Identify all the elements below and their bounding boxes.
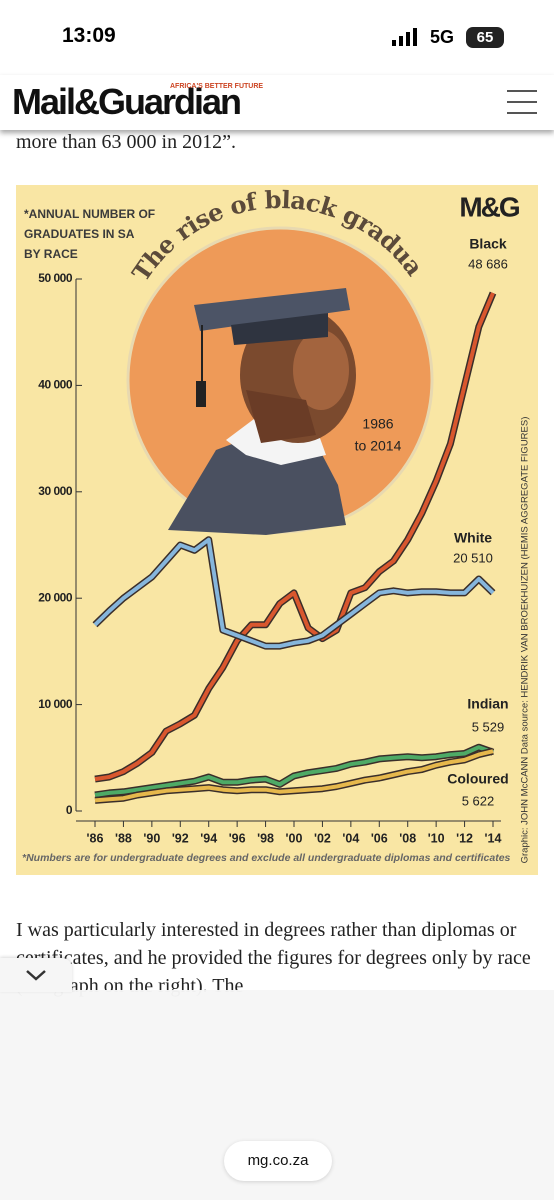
signal-icon: [392, 28, 417, 46]
legend-label: Coloured: [447, 771, 508, 787]
chart: The rise of black graduates M&G *ANNUAL …: [16, 185, 538, 875]
x-tick-label: '08: [399, 831, 416, 845]
tagline: AFRICA'S BETTER FUTURE: [170, 83, 264, 90]
end-value-label: 48 686: [468, 256, 508, 271]
series-line: [94, 749, 494, 803]
collapse-tab[interactable]: [0, 958, 72, 992]
x-tick-label: '00: [286, 831, 303, 845]
battery: 65: [466, 27, 504, 48]
series-line: [93, 537, 495, 649]
y-tick-label: 50 000: [38, 271, 73, 285]
chart-subtitle: BY RACE: [24, 247, 78, 261]
x-tick-label: '06: [371, 831, 388, 845]
legend-label: Black: [469, 236, 507, 252]
legend-label: Indian: [467, 696, 508, 712]
chart-logo: M&G: [459, 191, 520, 222]
end-value-label: 5 622: [462, 793, 495, 808]
x-tick-label: '96: [229, 831, 246, 845]
x-tick-label: '02: [314, 831, 331, 845]
end-value-label: 5 529: [472, 719, 505, 734]
y-tick-label: 20 000: [38, 590, 73, 604]
y-tick-label: 0: [66, 803, 73, 817]
article-text: I was particularly interested in degrees…: [16, 919, 531, 997]
footnote: *Numbers are for undergraduate degrees a…: [22, 852, 511, 864]
annotation: to 2014: [355, 438, 402, 454]
status-bar: 13:09 5G 65: [0, 0, 554, 75]
series-line: [94, 292, 495, 782]
x-tick-label: '94: [200, 831, 217, 845]
end-value-label: 20 510: [453, 550, 493, 565]
x-tick-label: '98: [257, 831, 274, 845]
y-tick-label: 10 000: [38, 697, 73, 711]
article-text: more than 63 000 in 2012”.: [16, 131, 236, 153]
credit: Graphic: JOHN McCANN Data source: HENDRI…: [520, 417, 531, 864]
x-tick-label: '14: [485, 831, 502, 845]
network: 5G: [430, 27, 455, 47]
y-tick-label: 30 000: [38, 484, 73, 498]
x-tick-label: '10: [428, 831, 445, 845]
illustration: [168, 288, 356, 535]
x-tick-label: '90: [143, 831, 160, 845]
chart-subtitle: GRADUATES IN SA: [24, 227, 135, 241]
chart-subtitle: *ANNUAL NUMBER OF: [24, 207, 155, 221]
menu-button[interactable]: [505, 88, 539, 116]
x-tick-label: '92: [172, 831, 189, 845]
legend-label: White: [454, 530, 492, 546]
clock: 13:09: [62, 24, 116, 47]
x-tick-label: '04: [342, 831, 359, 845]
x-tick-label: '86: [87, 831, 104, 845]
x-tick-label: '12: [456, 831, 473, 845]
site-header: Mail&Guardian AFRICA'S BETTER FUTURE: [0, 75, 554, 130]
site-logo[interactable]: Mail&Guardian: [12, 81, 242, 122]
annotation: 1986: [362, 416, 393, 432]
y-tick-label: 40 000: [38, 378, 73, 392]
series-line: [94, 745, 494, 797]
x-tick-label: '88: [115, 831, 132, 845]
chevron-icon: [26, 970, 46, 981]
url-bar[interactable]: mg.co.za: [224, 1141, 332, 1181]
